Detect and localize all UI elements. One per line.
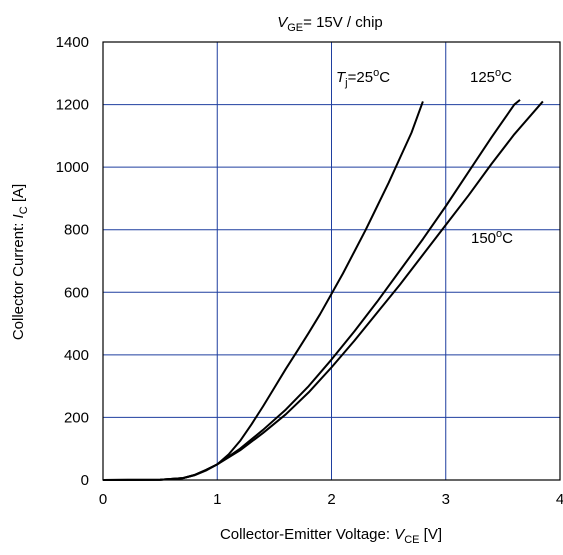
grid bbox=[103, 42, 560, 480]
y-axis-label: Collector Current: IC [A] bbox=[10, 184, 30, 340]
x-axis-label: Collector-Emitter Voltage: VCE [V] bbox=[220, 526, 442, 546]
chart-title: VGE= 15V / chip bbox=[277, 14, 383, 34]
series-line-1 bbox=[102, 99, 521, 481]
series-label-125c: 125oC bbox=[470, 67, 512, 86]
plot-frame bbox=[102, 41, 561, 481]
y-tick-label: 0 bbox=[81, 472, 89, 489]
y-tick-label: 1200 bbox=[56, 97, 89, 114]
series-line-0 bbox=[102, 101, 424, 481]
x-tick-label: 4 bbox=[556, 491, 563, 508]
y-tick-label: 1400 bbox=[56, 34, 89, 51]
y-tick-label: 1000 bbox=[56, 159, 89, 176]
series-layer bbox=[102, 99, 544, 481]
x-tick-label: 2 bbox=[327, 491, 335, 508]
y-tick-label: 400 bbox=[64, 347, 89, 364]
tick-labels: 0 1 2 3 4 0 200 400 600 800 1000 1200 1400 bbox=[56, 34, 563, 508]
series-label-25c: Tj=25oC bbox=[336, 67, 390, 89]
y-tick-label: 600 bbox=[64, 284, 89, 301]
series-line-2 bbox=[102, 100, 544, 481]
x-tick-label: 1 bbox=[213, 491, 221, 508]
x-tick-label: 3 bbox=[442, 491, 450, 508]
x-tick-label: 0 bbox=[99, 491, 107, 508]
y-tick-label: 800 bbox=[64, 222, 89, 239]
series-label-150c: 150oC bbox=[471, 228, 513, 247]
y-tick-label: 200 bbox=[64, 409, 89, 426]
